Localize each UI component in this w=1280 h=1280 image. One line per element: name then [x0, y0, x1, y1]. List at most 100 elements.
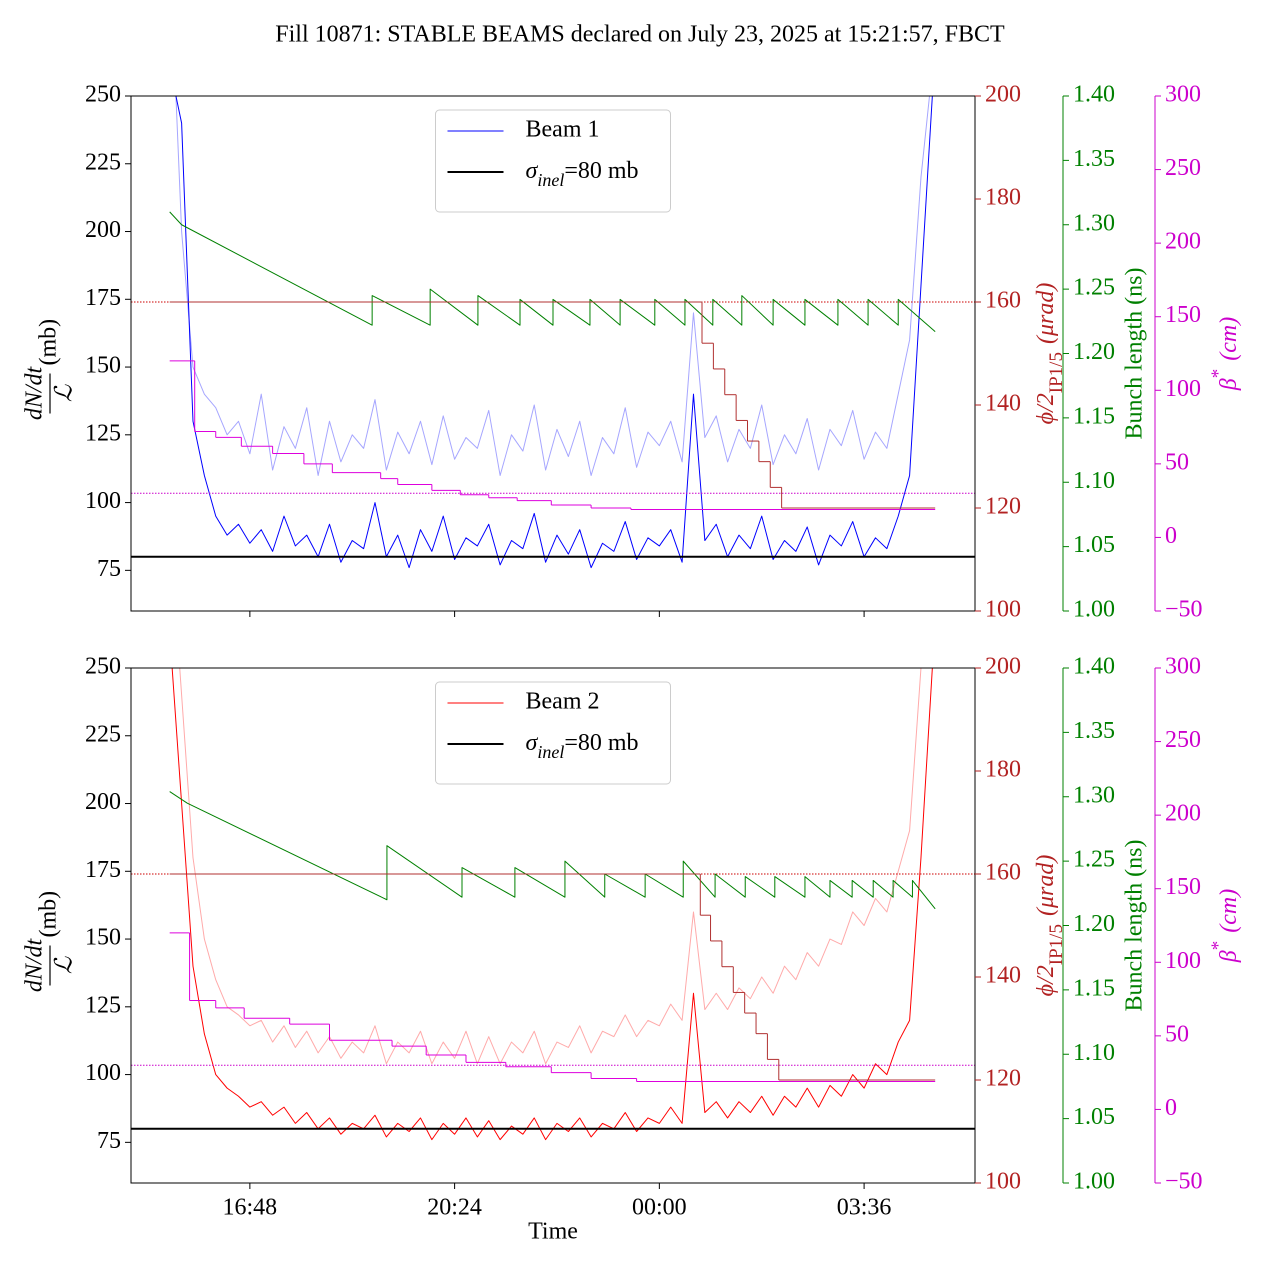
y3-axis-label: Bunch length (ns)	[1122, 268, 1148, 440]
y-tick-label: 225	[85, 721, 121, 747]
plot-area	[131, 668, 975, 1141]
y4-tick-label: −50	[1165, 1169, 1203, 1195]
y-label-unit: (mb)	[36, 319, 62, 366]
y4-label-superscript: *	[1208, 369, 1229, 379]
y-tick-label: 200	[85, 217, 121, 243]
legend-box	[435, 681, 671, 785]
data-line	[179, 668, 922, 1065]
y-tick-label: 150	[85, 353, 121, 379]
legend: Beam 1 σinel=80 mb	[435, 109, 671, 213]
y4-tick-label: 150	[1165, 302, 1201, 328]
y-tick-label: 250	[85, 654, 121, 680]
y3-axis-label: Bunch length (ns)	[1122, 840, 1148, 1012]
legend-symbol: σ	[526, 730, 539, 756]
y2-tick-label: 100	[985, 597, 1021, 623]
y2-label-text: ϕ/2	[1033, 965, 1059, 996]
y3-tick-label: 1.40	[1073, 654, 1115, 680]
y4-label-text: β	[1216, 950, 1242, 963]
y-label-denominator: ℒ	[52, 956, 78, 974]
y4-label-superscript: *	[1208, 941, 1229, 951]
y-tick-label: 75	[97, 1128, 121, 1154]
y3-tick-label: 1.15	[1073, 403, 1115, 429]
y2-label-subscript: IP1/5	[1046, 352, 1067, 393]
y-tick-label: 200	[85, 789, 121, 815]
legend-text: =80 mb	[564, 730, 638, 756]
y2-label: ϕ/2IP1/5 (μrad)	[1033, 855, 1067, 997]
y-tick-label: 125	[85, 992, 121, 1018]
y2-tick-label: 140	[985, 963, 1021, 989]
data-line	[175, 96, 931, 476]
figure-title: Fill 10871: STABLE BEAMS declared on Jul…	[275, 22, 1005, 48]
x-tick-label: 00:00	[632, 1195, 687, 1221]
legend-label: Beam 2	[526, 689, 600, 715]
y4-tick-label: 50	[1165, 449, 1189, 475]
y2-tick-label: 160	[985, 860, 1021, 886]
data-line	[175, 96, 933, 569]
y2-tick-label: 120	[985, 1066, 1021, 1092]
y-tick-label: 100	[85, 1060, 121, 1086]
y4-tick-label: 0	[1165, 523, 1177, 549]
y3-tick-label: 1.40	[1073, 82, 1115, 108]
y3-tick-label: 1.20	[1073, 339, 1115, 365]
y-tick-label: 125	[85, 420, 121, 446]
legend-label: σinel=80 mb	[526, 730, 639, 763]
y2-axis-label: ϕ/2IP1/5 (μrad)	[1033, 855, 1067, 997]
y3-tick-label: 1.20	[1073, 911, 1115, 937]
x-tick-label: 20:24	[427, 1195, 482, 1221]
y3-tick-label: 1.00	[1073, 1169, 1115, 1195]
legend-label: σinel=80 mb	[526, 158, 639, 191]
x-tick-label: 03:36	[837, 1195, 892, 1221]
y-tick-label: 175	[85, 285, 121, 311]
y4-label: β* (cm)	[1208, 889, 1242, 963]
x-axis-label: Time	[528, 1219, 578, 1245]
y4-tick-label: 250	[1165, 155, 1201, 181]
y3-tick-label: 1.35	[1073, 718, 1115, 744]
y4-axis-label: β* (cm)	[1208, 317, 1242, 391]
y2-label: ϕ/2IP1/5 (μrad)	[1033, 283, 1067, 425]
plot-frame	[130, 95, 976, 612]
y4-axis-label: β* (cm)	[1208, 889, 1242, 963]
y4-tick-label: −50	[1165, 597, 1203, 623]
y4-label-unit: (cm)	[1216, 889, 1242, 933]
y-tick-label: 150	[85, 925, 121, 951]
y4-tick-label: 200	[1165, 801, 1201, 827]
data-line	[169, 211, 936, 332]
y4-tick-label: 100	[1165, 376, 1201, 402]
y2-tick-label: 140	[985, 391, 1021, 417]
y4-label-text: β	[1216, 378, 1242, 391]
y2-label-subscript: IP1/5	[1046, 924, 1067, 965]
y2-tick-label: 180	[985, 185, 1021, 211]
data-line	[169, 791, 936, 910]
y2-tick-label: 200	[985, 654, 1021, 680]
y3-tick-label: 1.30	[1073, 210, 1115, 236]
legend: Beam 2 σinel=80 mb	[435, 681, 671, 785]
y4-label: β* (cm)	[1208, 317, 1242, 391]
y2-tick-label: 120	[985, 494, 1021, 520]
y4-tick-label: 50	[1165, 1021, 1189, 1047]
y-tick-label: 250	[85, 82, 121, 108]
y4-tick-label: 0	[1165, 1095, 1177, 1121]
y2-tick-label: 100	[985, 1169, 1021, 1195]
y4-tick-label: 300	[1165, 654, 1201, 680]
legend-box	[435, 109, 671, 213]
y-label-numerator: dN/dt	[22, 937, 48, 992]
data-line	[171, 668, 933, 1141]
y3-tick-label: 1.25	[1073, 847, 1115, 873]
y3-label: Bunch length (ns)	[1122, 268, 1148, 440]
y3-tick-label: 1.25	[1073, 275, 1115, 301]
legend-subscript: inel	[537, 742, 564, 762]
plot-area	[131, 96, 975, 569]
y2-tick-label: 160	[985, 288, 1021, 314]
y2-label-unit: (μrad)	[1033, 283, 1059, 344]
legend-subscript: inel	[537, 170, 564, 190]
y2-axis-label: ϕ/2IP1/5 (μrad)	[1033, 283, 1067, 425]
y4-tick-label: 250	[1165, 727, 1201, 753]
y-tick-label: 100	[85, 488, 121, 514]
y-label-denominator: ℒ	[52, 384, 78, 402]
y4-tick-label: 300	[1165, 82, 1201, 108]
legend-symbol: σ	[526, 158, 539, 184]
y-tick-label: 175	[85, 857, 121, 883]
y-label-unit: (mb)	[36, 891, 62, 938]
y2-tick-label: 200	[985, 82, 1021, 108]
